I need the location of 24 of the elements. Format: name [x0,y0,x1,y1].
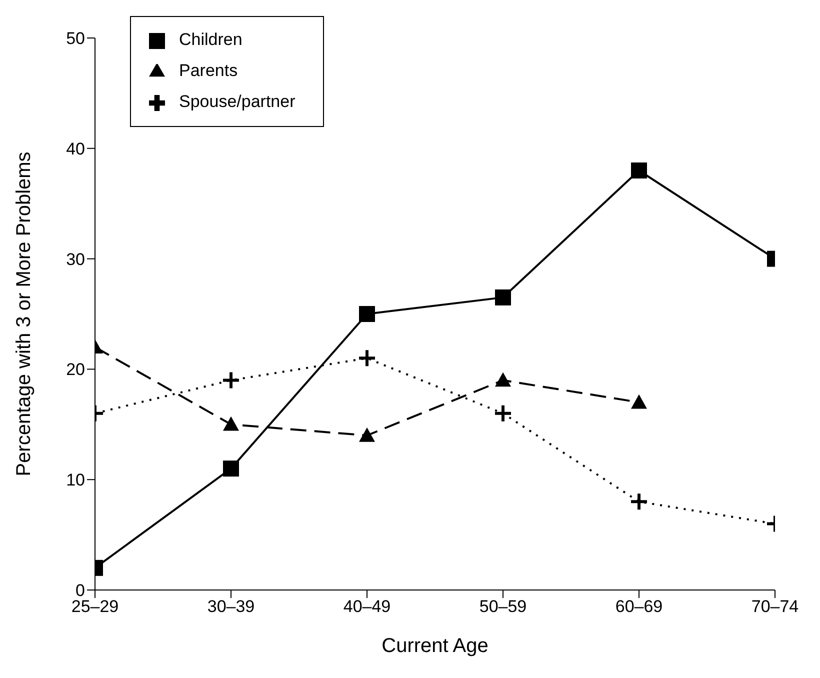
point [359,306,375,322]
point [494,404,512,423]
y-tick-label: 40 [66,139,85,158]
x-tick-label: 30–39 [207,597,255,616]
x-tick-label: 40–49 [343,597,391,616]
legend-label: Children [179,30,242,49]
y-axis-title: Percentage with 3 or More Problems [13,152,36,476]
legend-label: Spouse/partner [179,92,296,111]
point [359,427,375,442]
legend-label: Parents [179,61,238,80]
point [631,162,647,178]
x-tick-label: 50–59 [479,597,527,616]
y-tick-label: 20 [66,360,85,380]
point [358,348,376,368]
point [495,289,511,306]
y-tick-label: 50 [66,29,85,48]
x-axis-title: Current Age [382,635,488,657]
y-tick-label: 10 [66,470,85,490]
y-tick-label: 30 [66,250,85,269]
x-tick-label: 60–69 [615,597,663,616]
x-tick-label: 70–74 [751,597,799,616]
point [631,394,647,409]
point [630,492,648,512]
point [495,372,511,387]
